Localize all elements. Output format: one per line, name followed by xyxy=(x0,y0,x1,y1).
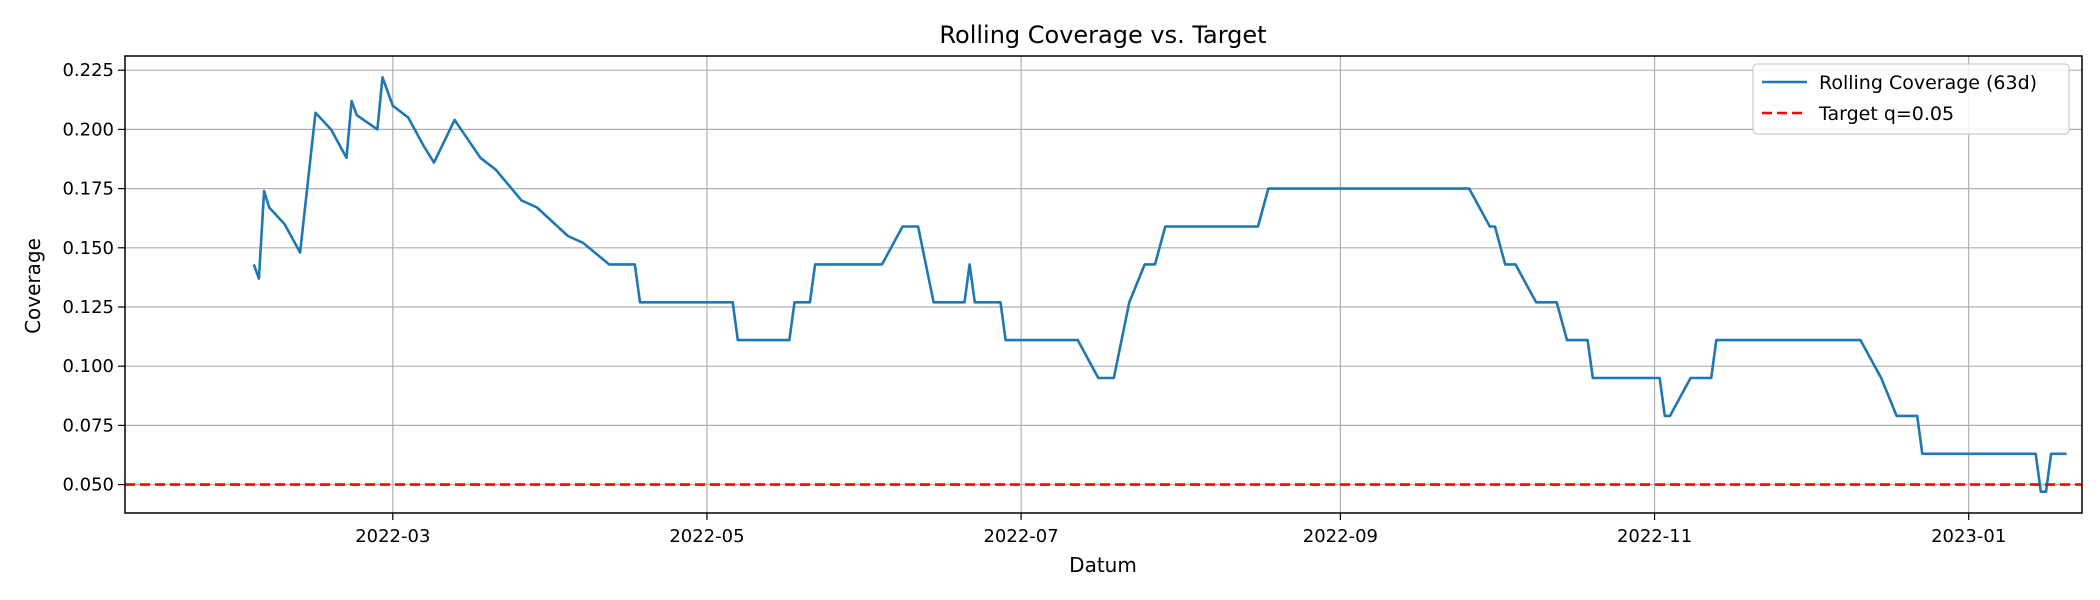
legend-box xyxy=(1752,63,2070,135)
plot-frame xyxy=(124,55,2083,514)
x-axis: 2022-03 2022-05 2022-07 2022-09 2022-11 2023-… xyxy=(355,513,2006,547)
y-tick-label: 0.150 xyxy=(62,238,114,259)
x-tick-label: 2022-07 xyxy=(983,526,1058,547)
y-tick-label: 0.175 xyxy=(62,179,114,200)
legend: Rolling Coverage (63d) Target q=0.05 xyxy=(1752,63,2070,135)
rolling-coverage-line xyxy=(252,76,2067,494)
y-tick-label: 0.200 xyxy=(62,119,114,140)
x-axis-label: Datum xyxy=(1069,553,1137,577)
x-tick-label: 2022-09 xyxy=(1303,526,1378,547)
x-tick-label: 2023-01 xyxy=(1931,526,2006,547)
legend-label-rolling-coverage: Rolling Coverage (63d) xyxy=(1819,72,2037,94)
y-tick-label: 0.100 xyxy=(62,356,114,377)
y-axis: 0.050 0.075 0.100 0.125 0.150 0.175 0.200 0.225 xyxy=(62,60,125,496)
chart-title: Rolling Coverage vs. Target xyxy=(939,21,1266,49)
legend-label-target: Target q=0.05 xyxy=(1818,103,1954,125)
grid xyxy=(125,56,2082,513)
y-tick-label: 0.225 xyxy=(62,60,114,81)
y-tick-label: 0.125 xyxy=(62,297,114,318)
y-tick-label: 0.075 xyxy=(62,415,114,436)
x-tick-label: 2022-03 xyxy=(355,526,430,547)
series-layer xyxy=(125,76,2082,494)
y-tick-label: 0.050 xyxy=(62,475,114,496)
x-tick-label: 2022-05 xyxy=(669,526,744,547)
x-tick-label: 2022-11 xyxy=(1617,526,1692,547)
y-axis-label: Coverage xyxy=(21,238,45,334)
